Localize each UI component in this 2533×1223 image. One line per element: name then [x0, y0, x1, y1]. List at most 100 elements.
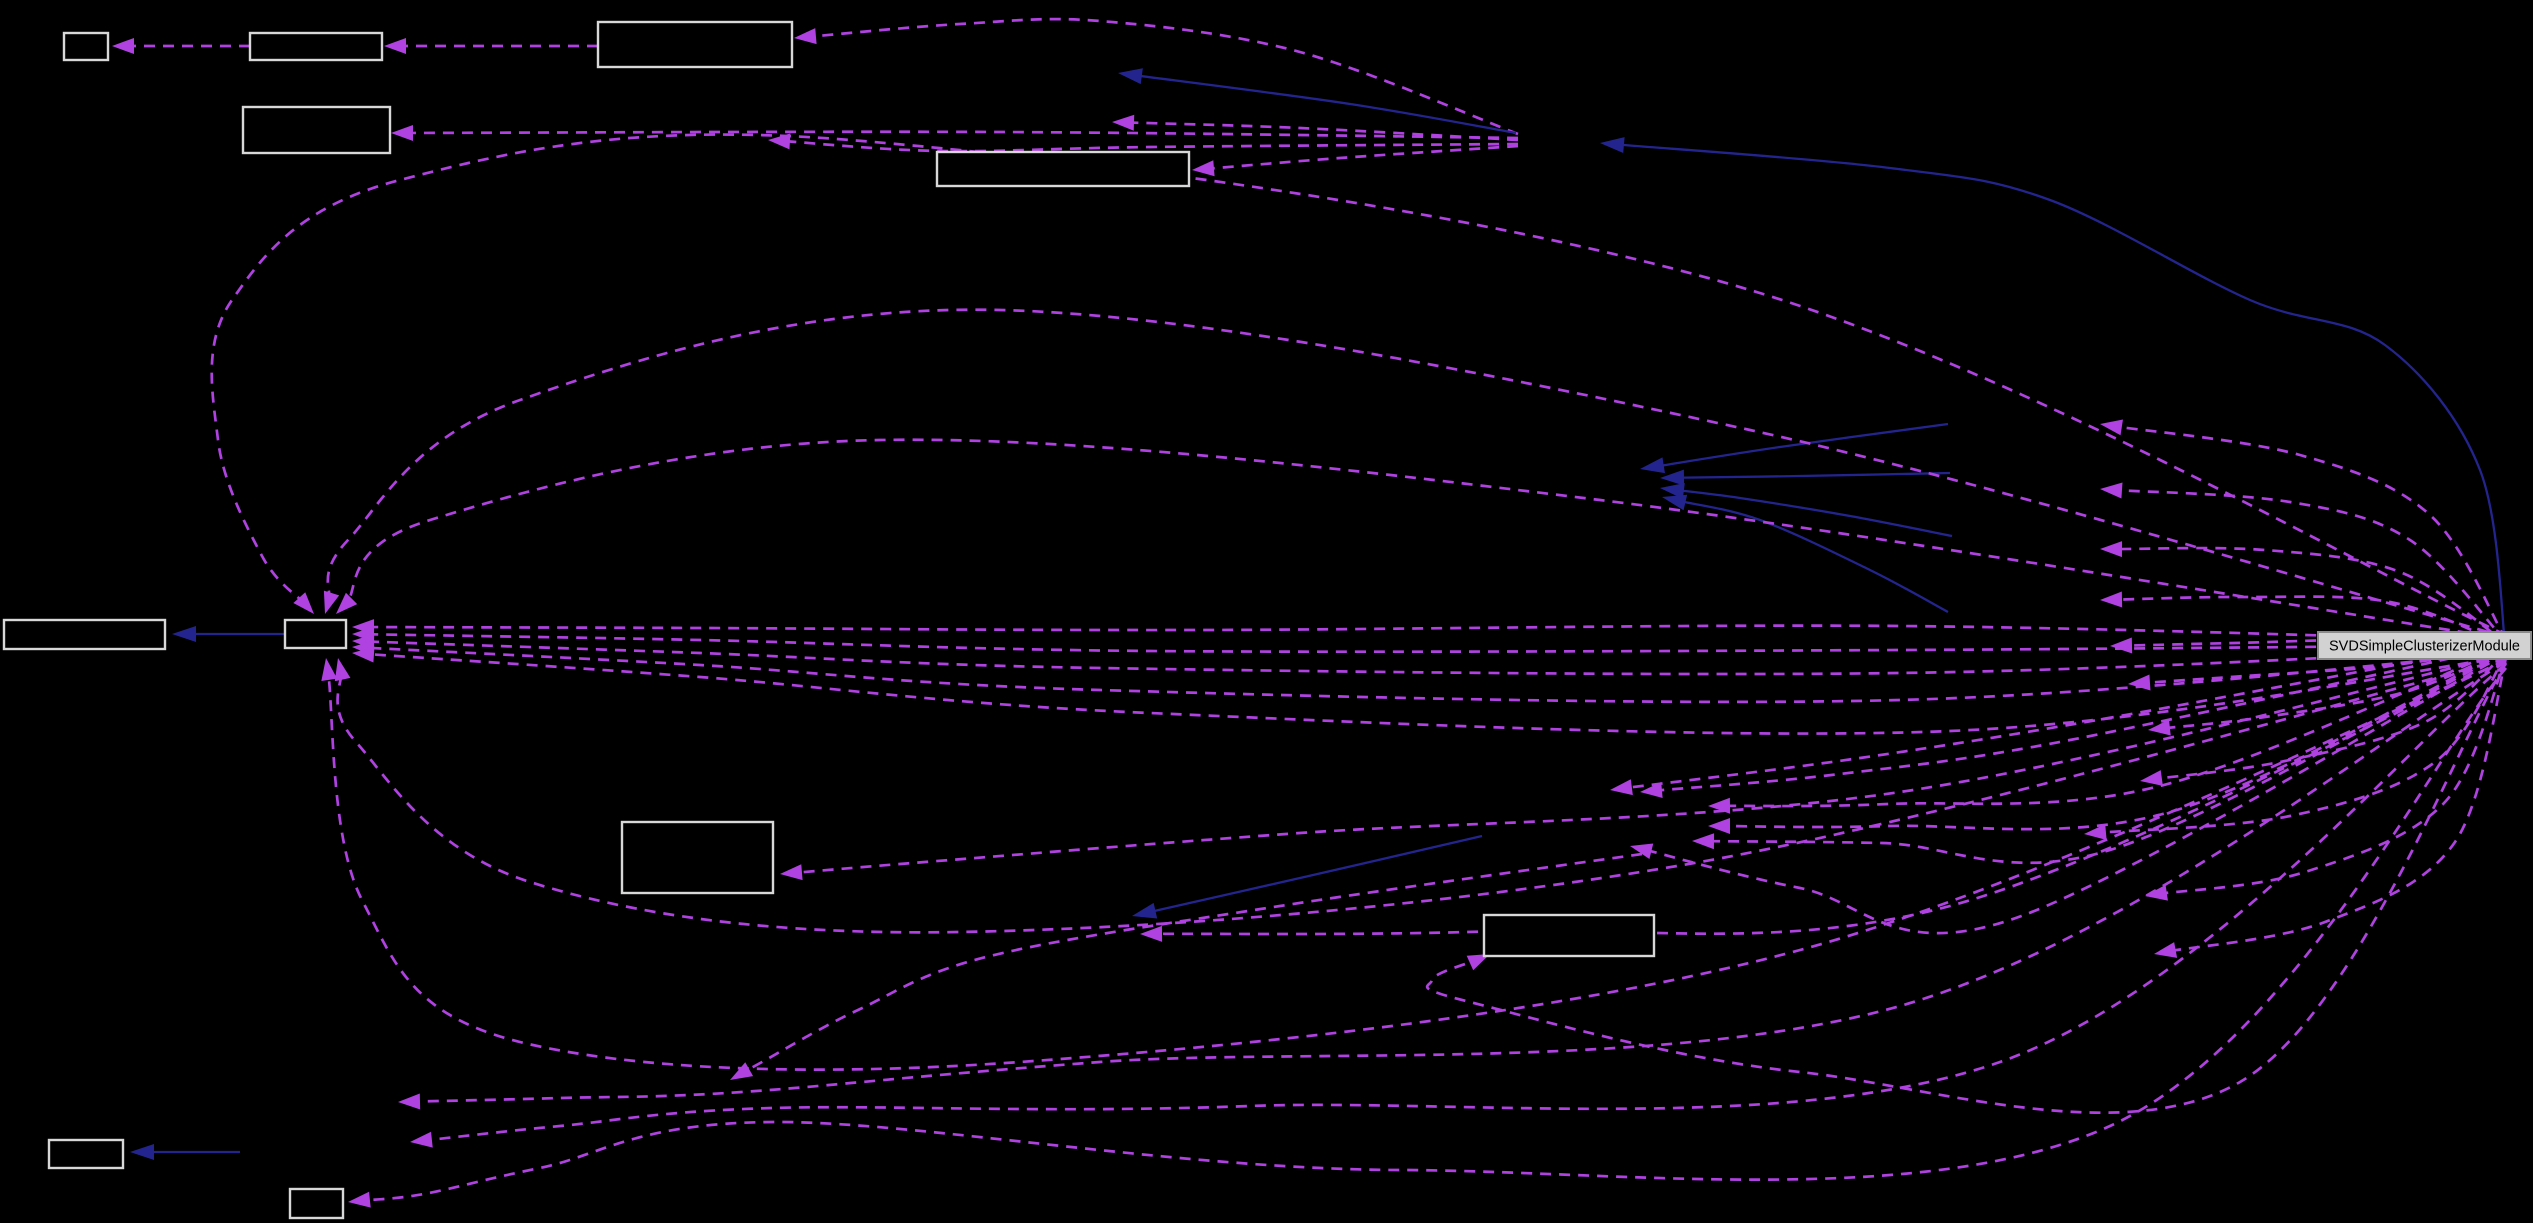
dashed-arrowhead-icon: [2100, 419, 2123, 436]
dashed-arrowhead-icon: [794, 28, 817, 45]
dashed-arrowhead-icon: [334, 658, 351, 682]
graph-edge: [391, 124, 1519, 141]
dashed-arrowhead-icon: [2140, 770, 2163, 786]
dashed-arrowhead-icon: [1708, 797, 1731, 814]
main-node-box[interactable]: [2317, 631, 2532, 660]
graph-node-node-h[interactable]: [620, 820, 775, 895]
graph-edge: [1132, 834, 1483, 919]
dashed-arrowhead-icon: [768, 133, 791, 150]
graph-edge: [1425, 662, 2508, 1114]
dashed-arrowhead-icon: [352, 646, 375, 663]
dashed-arrowhead-icon: [2145, 884, 2168, 901]
graph-edge: [2084, 653, 2508, 841]
graph-edge: [780, 653, 2507, 881]
graph-node-node-i[interactable]: [1482, 913, 1656, 958]
graph-edge: [352, 640, 2507, 704]
graph-edge: [730, 852, 1643, 1080]
dashed-arrowhead-icon: [1640, 782, 1663, 798]
dashed-arrowhead-icon: [2154, 942, 2178, 958]
dashed-arrowhead-icon: [2100, 591, 2123, 608]
graph-edge: [1708, 648, 2507, 834]
dashed-arrowhead-icon: [410, 1131, 433, 1148]
solid-arrowhead-icon: [172, 626, 196, 642]
graph-edge: [2100, 419, 2508, 641]
graph-edge: [2100, 541, 2507, 645]
graph-edge: [1692, 650, 2507, 865]
graph-edge: [352, 619, 2507, 643]
graph-edge: [1118, 68, 1517, 135]
edges-layer: [112, 17, 2508, 1208]
graph-edge: [1140, 658, 2507, 942]
main-node-label: SVDSimpleClusterizerModule: [2329, 639, 2520, 655]
dashed-arrowhead-icon: [112, 38, 134, 54]
dashed-arrowhead-icon: [1140, 925, 1163, 942]
dashed-arrowhead-icon: [293, 592, 314, 614]
graph-edge: [334, 657, 2507, 934]
graph-edge: [2140, 650, 2507, 786]
graph-edge: [2145, 655, 2508, 901]
graph-node-node-j[interactable]: [47, 1138, 125, 1170]
dashed-arrowhead-icon: [1112, 114, 1135, 131]
graph-edge: [1630, 652, 2507, 935]
graph-node-node-c[interactable]: [596, 20, 794, 69]
dashed-arrowhead-icon: [323, 590, 340, 614]
graph-edge: [794, 17, 1519, 136]
dashed-arrowhead-icon: [2084, 824, 2107, 841]
graph-edge: [1640, 422, 1949, 474]
dashed-arrowhead-icon: [2110, 637, 2133, 654]
graph-edge: [1610, 642, 2507, 796]
graph-edge: [1192, 144, 1519, 177]
dashed-arrowhead-icon: [398, 1093, 421, 1110]
graph-edge: [112, 38, 250, 54]
graph-node-node-k[interactable]: [288, 1187, 345, 1220]
graph-edge: [323, 308, 2507, 639]
graph-node-main[interactable]: SVDSimpleClusterizerModule: [2317, 631, 2532, 660]
dashed-arrowhead-icon: [348, 1191, 371, 1208]
dashed-arrowhead-icon: [384, 38, 406, 54]
graph-edge: [384, 38, 598, 54]
solid-arrowhead-icon: [1662, 494, 1688, 511]
graph-edge: [1640, 644, 2507, 798]
graph-edge: [1112, 114, 1519, 142]
dashed-arrowhead-icon: [1192, 160, 1215, 177]
graph-node-node-e[interactable]: [935, 150, 1191, 188]
solid-arrowhead-icon: [1132, 902, 1158, 919]
dashed-arrowhead-icon: [1466, 954, 1490, 971]
graph-edge: [398, 660, 2507, 1110]
dashed-arrowhead-icon: [321, 658, 338, 681]
graph-node-node-g[interactable]: [283, 618, 348, 650]
graph-edge: [352, 646, 2507, 735]
solid-arrowhead-icon: [1640, 457, 1665, 474]
solid-arrowhead-icon: [1600, 137, 1625, 154]
solid-arrowhead-icon: [1660, 483, 1685, 499]
graph-edge: [1662, 494, 1949, 614]
dashed-arrowhead-icon: [1630, 843, 1654, 860]
graph-edge: [768, 133, 1519, 153]
dashed-arrowhead-icon: [1610, 779, 1633, 796]
solid-arrowhead-icon: [1660, 469, 1685, 486]
graph-edge: [130, 1144, 240, 1160]
solid-arrowhead-icon: [130, 1144, 154, 1160]
graph-edge: [1708, 646, 2507, 814]
dashed-arrowhead-icon: [2100, 541, 2123, 558]
graph-edge: [2100, 591, 2507, 647]
graph-node-node-b[interactable]: [248, 31, 384, 62]
graph-edge: [321, 658, 2507, 1071]
solid-arrowhead-icon: [1118, 68, 1143, 85]
graph-node-node-a[interactable]: [62, 31, 110, 62]
dashed-arrowhead-icon: [2100, 482, 2123, 499]
graph-edge: [2100, 482, 2507, 643]
graph-edge: [1600, 137, 2508, 656]
dashed-arrowhead-icon: [1708, 818, 1730, 834]
dashed-arrowhead-icon: [1692, 833, 1715, 850]
graph-node-node-f[interactable]: [2, 618, 167, 651]
dashed-arrowhead-icon: [780, 864, 803, 881]
graph-edge: [348, 667, 2508, 1208]
graph-edge: [2154, 657, 2508, 958]
graph-edge: [172, 626, 285, 642]
graph-edge: [1660, 469, 1951, 486]
graph-node-node-d[interactable]: [241, 105, 392, 155]
graph-edge: [210, 133, 2507, 637]
graph-edge: [1660, 483, 1953, 538]
